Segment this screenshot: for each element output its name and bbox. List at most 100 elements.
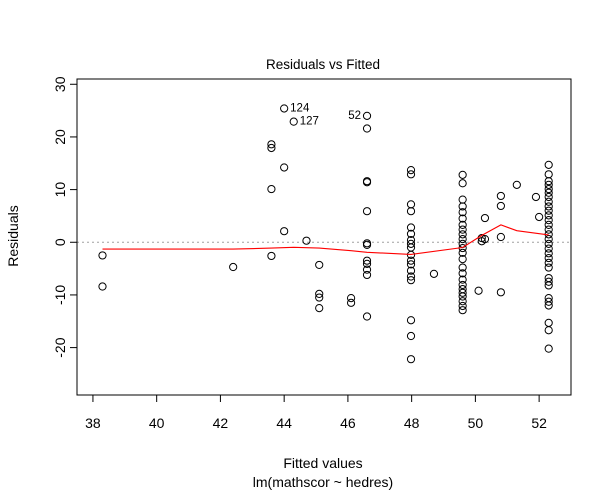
residual-point xyxy=(458,220,467,229)
residual-point xyxy=(544,202,553,211)
residual-point xyxy=(458,263,467,272)
residual-point xyxy=(406,250,416,260)
residual-point xyxy=(346,293,356,303)
residual-point xyxy=(544,249,553,258)
residual-point xyxy=(544,184,553,194)
residual-point xyxy=(496,288,505,297)
residual-point xyxy=(458,255,467,264)
chart-title: Residuals vs Fitted xyxy=(266,57,380,72)
residual-point xyxy=(544,326,553,335)
residual-point xyxy=(406,229,416,238)
residual-point xyxy=(362,256,372,265)
residual-point xyxy=(315,260,324,270)
residual-point xyxy=(458,306,467,315)
y-tick-label: 0 xyxy=(52,238,68,246)
residual-point xyxy=(458,214,467,223)
residual-point xyxy=(544,244,553,253)
residual-point xyxy=(458,297,467,306)
residual-point xyxy=(406,239,416,248)
residual-point xyxy=(280,104,289,113)
residual-point xyxy=(496,201,505,211)
x-tick-label: 44 xyxy=(276,415,292,431)
residual-point xyxy=(98,282,107,291)
residual-point xyxy=(544,225,553,234)
residual-point xyxy=(458,170,467,179)
residual-point xyxy=(406,331,416,341)
residual-point xyxy=(544,220,553,229)
residual-point xyxy=(362,207,372,216)
residual-point xyxy=(362,270,372,280)
residual-point xyxy=(406,276,416,285)
y-tick-label: 10 xyxy=(52,182,68,198)
residual-point xyxy=(496,191,505,201)
x-tick-label: 42 xyxy=(213,415,229,431)
residual-point xyxy=(362,178,372,187)
residual-point xyxy=(362,259,372,268)
x-tick-label: 48 xyxy=(404,415,420,431)
residual-point xyxy=(406,170,416,179)
residual-point xyxy=(535,212,544,222)
smooth-line xyxy=(102,224,549,255)
residual-point xyxy=(406,266,416,275)
residual-point xyxy=(544,188,553,197)
residual-point xyxy=(458,292,467,301)
residual-point xyxy=(406,272,416,281)
residual-point xyxy=(458,208,467,217)
residual-point xyxy=(544,253,553,263)
x-axis-label: Fitted values xyxy=(283,455,362,471)
residual-point xyxy=(458,235,467,244)
model-formula: lm(mathscor ~ hedres) xyxy=(253,474,393,490)
residual-point xyxy=(544,235,553,244)
residual-point xyxy=(544,301,553,310)
residual-point xyxy=(496,232,505,242)
residual-point xyxy=(267,140,276,149)
residual-point xyxy=(315,293,324,302)
residual-point xyxy=(474,286,483,295)
x-tick-label: 46 xyxy=(340,415,356,431)
residual-point xyxy=(458,269,467,278)
y-tick-label: 20 xyxy=(52,129,68,145)
residual-point xyxy=(458,230,467,239)
residual-point xyxy=(406,316,416,325)
residual-point xyxy=(362,265,372,274)
residual-point xyxy=(544,297,553,306)
residual-point xyxy=(458,275,467,284)
residual-point xyxy=(544,206,553,215)
residual-point xyxy=(544,239,553,248)
plot-marks: 38 40 42 44 46 48 50 52 -20 -10 0 10 20 30 124 127 52 xyxy=(52,76,572,431)
outlier-label: 52 xyxy=(348,110,361,122)
residual-point xyxy=(267,184,276,194)
residual-point xyxy=(429,269,439,278)
x-tick-label: 52 xyxy=(531,415,547,431)
x-tick-label: 40 xyxy=(149,415,165,431)
residual-point xyxy=(458,202,467,211)
residual-point xyxy=(315,304,324,313)
residual-point xyxy=(458,280,467,290)
residual-point xyxy=(289,117,298,126)
residual-point xyxy=(280,227,289,236)
residual-point xyxy=(544,281,553,290)
residual-point xyxy=(531,192,541,202)
residual-point xyxy=(302,236,311,245)
residual-point xyxy=(362,240,372,249)
residual-point xyxy=(406,207,416,216)
residual-point xyxy=(458,179,467,188)
residual-point xyxy=(544,216,553,225)
residual-point xyxy=(458,248,467,257)
x-tick-label: 38 xyxy=(85,415,101,431)
residual-point xyxy=(346,298,356,307)
residual-point xyxy=(406,260,416,269)
residual-point xyxy=(480,235,490,244)
residual-point xyxy=(544,180,553,189)
residual-point xyxy=(544,258,553,267)
residual-point xyxy=(229,262,238,272)
outlier-label: 124 xyxy=(290,102,310,114)
residual-point xyxy=(267,143,276,153)
residual-point xyxy=(544,211,553,220)
residual-point xyxy=(544,197,553,206)
residual-point xyxy=(544,160,553,169)
residual-point xyxy=(406,223,416,232)
residual-point xyxy=(458,301,467,311)
